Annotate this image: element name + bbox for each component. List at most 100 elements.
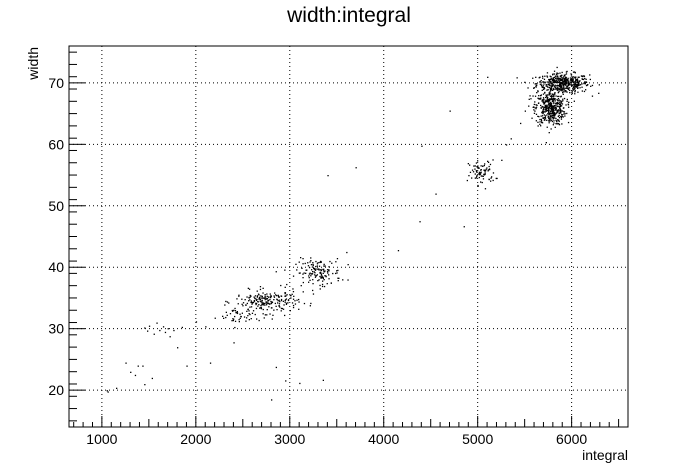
scatter-point xyxy=(266,298,269,300)
scatter-point xyxy=(337,280,339,282)
scatter-point xyxy=(253,296,255,298)
scatter-point xyxy=(537,90,539,93)
scatter-point xyxy=(311,266,314,268)
scatter-point xyxy=(553,73,556,75)
y-axis-label: width xyxy=(25,47,41,81)
scatter-point xyxy=(312,262,314,264)
scatter-point xyxy=(266,298,268,300)
scatter-point xyxy=(564,84,567,86)
scatter-point xyxy=(538,116,540,118)
scatter-point xyxy=(269,296,272,299)
scatter-point xyxy=(325,275,327,277)
scatter-point xyxy=(255,298,257,300)
scatter-point xyxy=(566,112,568,115)
x-tick-label: 4000 xyxy=(368,431,399,447)
scatter-point xyxy=(548,122,550,124)
scatter-point xyxy=(549,90,552,92)
scatter-point xyxy=(558,117,561,119)
scatter-point xyxy=(555,119,557,122)
scatter-point xyxy=(479,173,482,175)
scatter-point xyxy=(238,295,240,297)
scatter-point xyxy=(480,169,482,171)
scatter-point xyxy=(562,83,564,86)
scatter-point xyxy=(550,107,552,110)
scatter-point xyxy=(542,112,544,115)
scatter-point xyxy=(501,159,503,161)
scatter-point xyxy=(255,307,258,310)
scatter-point xyxy=(487,160,489,162)
scatter-point xyxy=(265,301,267,303)
scatter-point xyxy=(320,277,322,279)
scatter-point xyxy=(556,78,558,81)
scatter-point xyxy=(480,171,482,173)
x-tick-label: 3000 xyxy=(274,431,305,447)
scatter-point xyxy=(323,270,325,272)
scatter-point xyxy=(477,184,479,187)
scatter-point xyxy=(266,295,268,297)
scatter-point xyxy=(244,299,246,301)
scatter-point xyxy=(535,108,537,110)
scatter-point xyxy=(533,87,535,89)
scatter-point xyxy=(542,97,545,99)
scatter-point xyxy=(481,175,483,177)
scatter-point xyxy=(263,317,265,319)
scatter-point xyxy=(315,268,317,270)
scatter-point xyxy=(557,72,559,75)
scatter-point xyxy=(554,75,557,77)
scatter-point xyxy=(488,165,490,168)
scatter-point xyxy=(563,91,565,93)
scatter-point xyxy=(562,80,564,82)
scatter-point xyxy=(250,300,252,302)
scatter-point xyxy=(533,106,535,108)
scatter-point xyxy=(262,303,264,305)
scatter-point xyxy=(275,294,277,296)
scatter-point xyxy=(548,106,551,109)
scatter-point xyxy=(259,288,262,291)
scatter-point xyxy=(264,304,266,306)
scatter-point xyxy=(543,83,545,85)
scatter-point xyxy=(585,78,587,80)
scatter-point xyxy=(283,304,285,306)
scatter-point xyxy=(563,111,566,113)
scatter-point xyxy=(246,302,248,305)
x-tick-label: 6000 xyxy=(556,431,587,447)
scatter-point xyxy=(560,110,563,112)
scatter-point xyxy=(484,173,486,175)
scatter-point xyxy=(247,308,249,310)
scatter-point xyxy=(249,296,251,298)
scatter-point xyxy=(559,85,561,87)
scatter-point xyxy=(542,81,544,83)
scatter-point xyxy=(487,76,489,78)
scatter-point xyxy=(474,177,476,179)
scatter-point xyxy=(589,78,591,81)
scatter-point xyxy=(563,82,566,84)
scatter-point xyxy=(545,96,548,98)
scatter-point xyxy=(324,265,326,267)
scatter-point xyxy=(552,81,554,83)
scatter-point xyxy=(286,283,288,286)
scatter-point xyxy=(483,173,485,175)
scatter-point xyxy=(547,107,549,109)
scatter-point xyxy=(544,118,546,121)
scatter-point xyxy=(319,275,321,278)
scatter-point xyxy=(255,302,257,304)
scatter-point xyxy=(323,268,325,270)
scatter-point xyxy=(325,276,327,278)
scatter-point xyxy=(575,84,577,86)
scatter-point xyxy=(547,106,549,108)
scatter-point xyxy=(476,171,478,173)
scatter-point xyxy=(564,80,566,83)
scatter-point xyxy=(577,81,579,84)
scatter-point xyxy=(541,121,543,123)
scatter-point xyxy=(573,86,575,88)
scatter-point xyxy=(574,91,576,93)
scatter-point xyxy=(559,105,561,107)
scatter-point xyxy=(577,84,579,86)
scatter-point xyxy=(248,319,250,321)
scatter-point xyxy=(562,93,564,95)
scatter-point xyxy=(552,114,554,116)
scatter-point xyxy=(542,86,544,89)
scatter-point xyxy=(551,100,554,103)
scatter-point xyxy=(329,260,331,263)
scatter-point xyxy=(548,99,550,101)
